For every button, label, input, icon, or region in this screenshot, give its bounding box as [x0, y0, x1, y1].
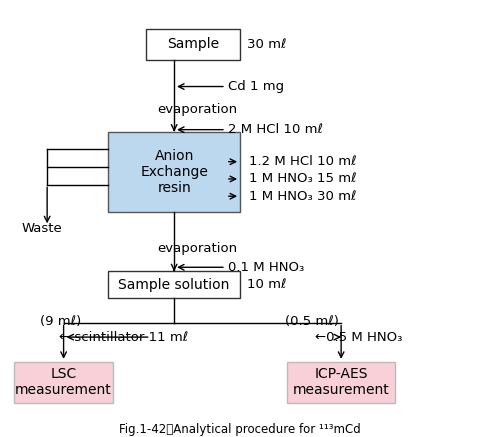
Text: ← scintillator 11 mℓ: ← scintillator 11 mℓ: [59, 331, 188, 343]
Text: 1 M HNO₃ 15 mℓ: 1 M HNO₃ 15 mℓ: [250, 173, 357, 185]
Text: (0.5 mℓ): (0.5 mℓ): [285, 315, 338, 328]
Text: evaporation: evaporation: [157, 103, 238, 116]
FancyBboxPatch shape: [108, 132, 240, 212]
Text: LSC
measurement: LSC measurement: [15, 367, 112, 397]
Text: ←0.5 M HNO₃: ←0.5 M HNO₃: [315, 331, 403, 343]
Text: 2 M HCl 10 mℓ: 2 M HCl 10 mℓ: [228, 123, 323, 136]
Text: Anion
Exchange
resin: Anion Exchange resin: [140, 149, 208, 195]
FancyBboxPatch shape: [146, 29, 240, 60]
Text: 1 M HNO₃ 30 mℓ: 1 M HNO₃ 30 mℓ: [250, 190, 357, 203]
Text: 1.2 M HCl 10 mℓ: 1.2 M HCl 10 mℓ: [250, 155, 357, 168]
Text: Waste: Waste: [22, 222, 63, 235]
FancyBboxPatch shape: [287, 362, 395, 403]
Text: Sample: Sample: [167, 38, 219, 52]
Text: 10 mℓ: 10 mℓ: [247, 278, 287, 291]
Text: evaporation: evaporation: [157, 242, 238, 255]
Text: Fig.1-42　Analytical procedure for ¹¹³mCd: Fig.1-42 Analytical procedure for ¹¹³mCd: [119, 423, 361, 436]
Text: 0.1 M HNO₃: 0.1 M HNO₃: [228, 261, 304, 274]
FancyBboxPatch shape: [14, 362, 113, 403]
Text: 30 mℓ: 30 mℓ: [247, 38, 287, 51]
FancyBboxPatch shape: [108, 271, 240, 298]
Text: ICP-AES
measurement: ICP-AES measurement: [293, 367, 389, 397]
Text: Sample solution: Sample solution: [119, 278, 230, 292]
Text: Cd 1 mg: Cd 1 mg: [228, 80, 284, 93]
Text: (9 mℓ): (9 mℓ): [40, 315, 81, 328]
